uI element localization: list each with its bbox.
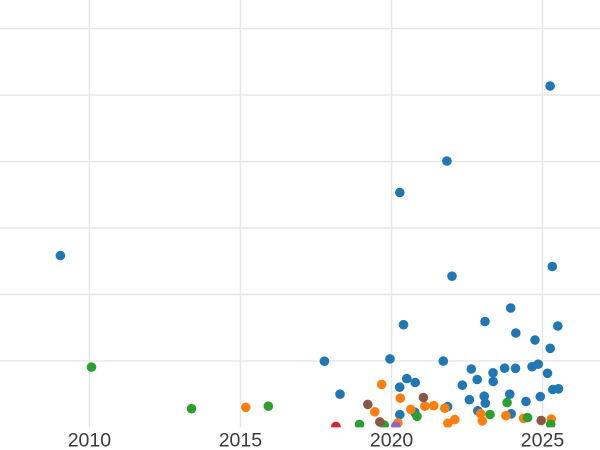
svg-text:2025: 2025 (521, 430, 565, 450)
svg-text:2020: 2020 (370, 430, 414, 450)
svg-text:2015: 2015 (219, 430, 263, 450)
svg-text:2010: 2010 (68, 430, 112, 450)
